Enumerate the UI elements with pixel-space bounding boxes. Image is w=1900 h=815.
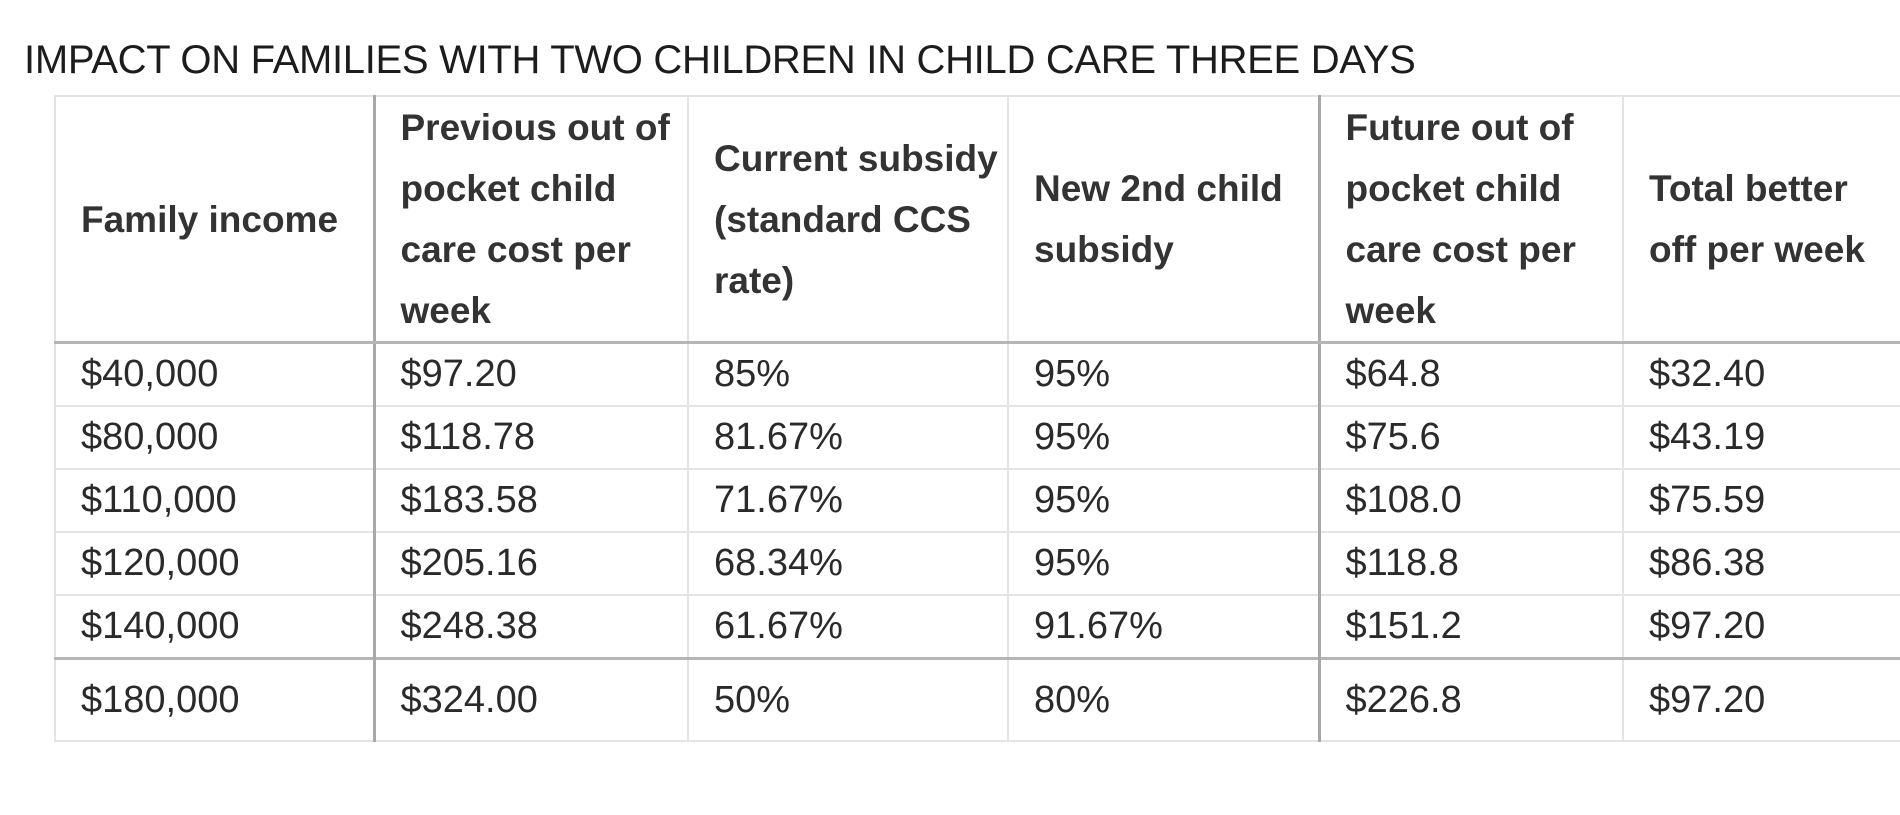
table-row: $140,000 $248.38 61.67% 91.67% $151.2 $9…: [54, 594, 1900, 660]
cell-current-subsidy: 85%: [687, 341, 1009, 407]
table-row: $180,000 $324.00 50% 80% $226.8 $97.20: [54, 657, 1900, 742]
cell-current-subsidy: 81.67%: [687, 405, 1009, 470]
cell-future-cost: $75.6: [1318, 405, 1624, 470]
table-header-row: Family income Previous out of pocket chi…: [54, 95, 1900, 344]
impact-table: Family income Previous out of pocket chi…: [54, 95, 1900, 742]
header-total-better-off: Total better off per week: [1622, 95, 1900, 344]
cell-new-subsidy: 95%: [1007, 468, 1321, 533]
cell-current-subsidy: 50%: [687, 657, 1009, 742]
cell-family-income: $140,000: [54, 594, 376, 660]
header-family-income: Family income: [54, 95, 376, 344]
table-row: $40,000 $97.20 85% 95% $64.8 $32.40: [54, 341, 1900, 407]
header-previous-cost: Previous out of pocket child care cost p…: [373, 95, 689, 344]
cell-future-cost: $64.8: [1318, 341, 1624, 407]
cell-previous-cost: $248.38: [373, 594, 689, 660]
cell-new-subsidy: 80%: [1007, 657, 1321, 742]
header-current-subsidy: Current subsidy (standard CCS rate): [687, 95, 1009, 344]
cell-new-subsidy: 95%: [1007, 531, 1321, 596]
cell-family-income: $180,000: [54, 657, 376, 742]
cell-new-subsidy: 95%: [1007, 405, 1321, 470]
table-row: $120,000 $205.16 68.34% 95% $118.8 $86.3…: [54, 531, 1900, 596]
table-row: $110,000 $183.58 71.67% 95% $108.0 $75.5…: [54, 468, 1900, 533]
cell-current-subsidy: 61.67%: [687, 594, 1009, 660]
cell-previous-cost: $118.78: [373, 405, 689, 470]
cell-new-subsidy: 95%: [1007, 341, 1321, 407]
header-new-2nd-child-subsidy: New 2nd child subsidy: [1007, 95, 1321, 344]
cell-previous-cost: $324.00: [373, 657, 689, 742]
cell-total-better-off: $97.20: [1622, 594, 1900, 660]
cell-family-income: $110,000: [54, 468, 376, 533]
cell-future-cost: $226.8: [1318, 657, 1624, 742]
header-future-cost: Future out of pocket child care cost per…: [1318, 95, 1624, 344]
cell-family-income: $80,000: [54, 405, 376, 470]
cell-future-cost: $118.8: [1318, 531, 1624, 596]
cell-new-subsidy: 91.67%: [1007, 594, 1321, 660]
cell-family-income: $40,000: [54, 341, 376, 407]
table-title: IMPACT ON FAMILIES WITH TWO CHILDREN IN …: [24, 38, 1416, 82]
cell-total-better-off: $75.59: [1622, 468, 1900, 533]
cell-future-cost: $151.2: [1318, 594, 1624, 660]
cell-family-income: $120,000: [54, 531, 376, 596]
cell-total-better-off: $32.40: [1622, 341, 1900, 407]
cell-previous-cost: $183.58: [373, 468, 689, 533]
cell-total-better-off: $43.19: [1622, 405, 1900, 470]
cell-current-subsidy: 68.34%: [687, 531, 1009, 596]
cell-previous-cost: $97.20: [373, 341, 689, 407]
cell-current-subsidy: 71.67%: [687, 468, 1009, 533]
cell-future-cost: $108.0: [1318, 468, 1624, 533]
cell-previous-cost: $205.16: [373, 531, 689, 596]
cell-total-better-off: $97.20: [1622, 657, 1900, 742]
table-row: $80,000 $118.78 81.67% 95% $75.6 $43.19: [54, 405, 1900, 470]
cell-total-better-off: $86.38: [1622, 531, 1900, 596]
